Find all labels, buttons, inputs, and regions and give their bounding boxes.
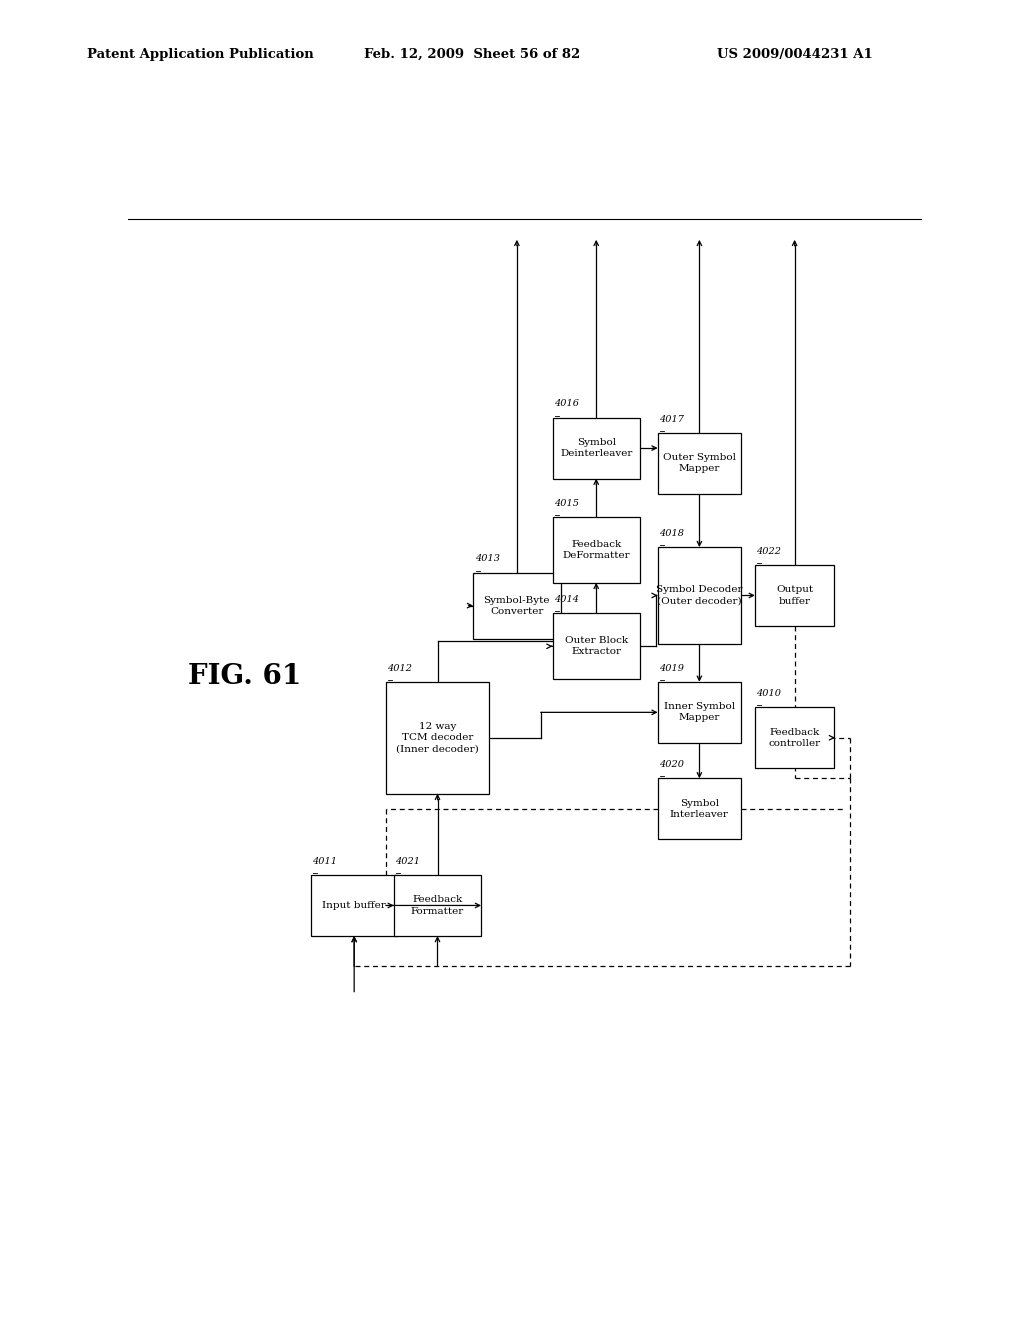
Text: Outer Symbol
Mapper: Outer Symbol Mapper xyxy=(663,453,736,474)
Bar xyxy=(394,875,481,936)
Bar xyxy=(386,682,489,793)
Bar xyxy=(553,417,640,479)
Bar xyxy=(657,433,741,494)
Bar xyxy=(755,565,835,626)
Text: Output
buffer: Output buffer xyxy=(776,585,813,606)
Text: Input buffer: Input buffer xyxy=(323,902,386,909)
Text: 4022: 4022 xyxy=(757,546,781,556)
Text: Symbol-Byte
Converter: Symbol-Byte Converter xyxy=(483,595,550,615)
Text: Feedback
controller: Feedback controller xyxy=(769,727,820,748)
Text: Patent Application Publication: Patent Application Publication xyxy=(87,48,313,61)
Text: Symbol
Deinterleaver: Symbol Deinterleaver xyxy=(560,438,633,458)
Text: 4014: 4014 xyxy=(554,595,580,605)
Text: US 2009/0044231 A1: US 2009/0044231 A1 xyxy=(717,48,872,61)
Text: 4018: 4018 xyxy=(659,529,684,539)
Bar xyxy=(553,614,640,680)
Text: Feedback
DeFormatter: Feedback DeFormatter xyxy=(562,540,630,560)
Text: 4017: 4017 xyxy=(659,414,684,424)
Text: FIG. 61: FIG. 61 xyxy=(187,663,301,690)
Text: 4016: 4016 xyxy=(554,400,580,408)
Bar xyxy=(310,875,397,936)
Text: Symbol Decoder
(Outer decoder): Symbol Decoder (Outer decoder) xyxy=(656,585,742,606)
Text: 4019: 4019 xyxy=(659,664,684,673)
Bar xyxy=(755,708,835,768)
Text: Outer Block
Extractor: Outer Block Extractor xyxy=(564,636,628,656)
Text: 4012: 4012 xyxy=(387,664,413,673)
Text: 4013: 4013 xyxy=(475,554,500,564)
Text: 4015: 4015 xyxy=(554,499,580,507)
Text: Feedback
Formatter: Feedback Formatter xyxy=(411,895,464,916)
Text: Inner Symbol
Mapper: Inner Symbol Mapper xyxy=(664,702,735,722)
Text: Feb. 12, 2009  Sheet 56 of 82: Feb. 12, 2009 Sheet 56 of 82 xyxy=(364,48,580,61)
Text: 4011: 4011 xyxy=(312,857,337,866)
Bar xyxy=(657,779,741,840)
Text: 4010: 4010 xyxy=(757,689,781,698)
Text: Symbol
Interleaver: Symbol Interleaver xyxy=(670,799,729,818)
Text: 12 way
TCM decoder
(Inner decoder): 12 way TCM decoder (Inner decoder) xyxy=(396,722,479,754)
Bar xyxy=(553,516,640,582)
Bar xyxy=(657,682,741,743)
Text: 4020: 4020 xyxy=(659,760,684,770)
Bar xyxy=(657,548,741,644)
Bar xyxy=(473,573,560,639)
Text: 4021: 4021 xyxy=(395,857,421,866)
